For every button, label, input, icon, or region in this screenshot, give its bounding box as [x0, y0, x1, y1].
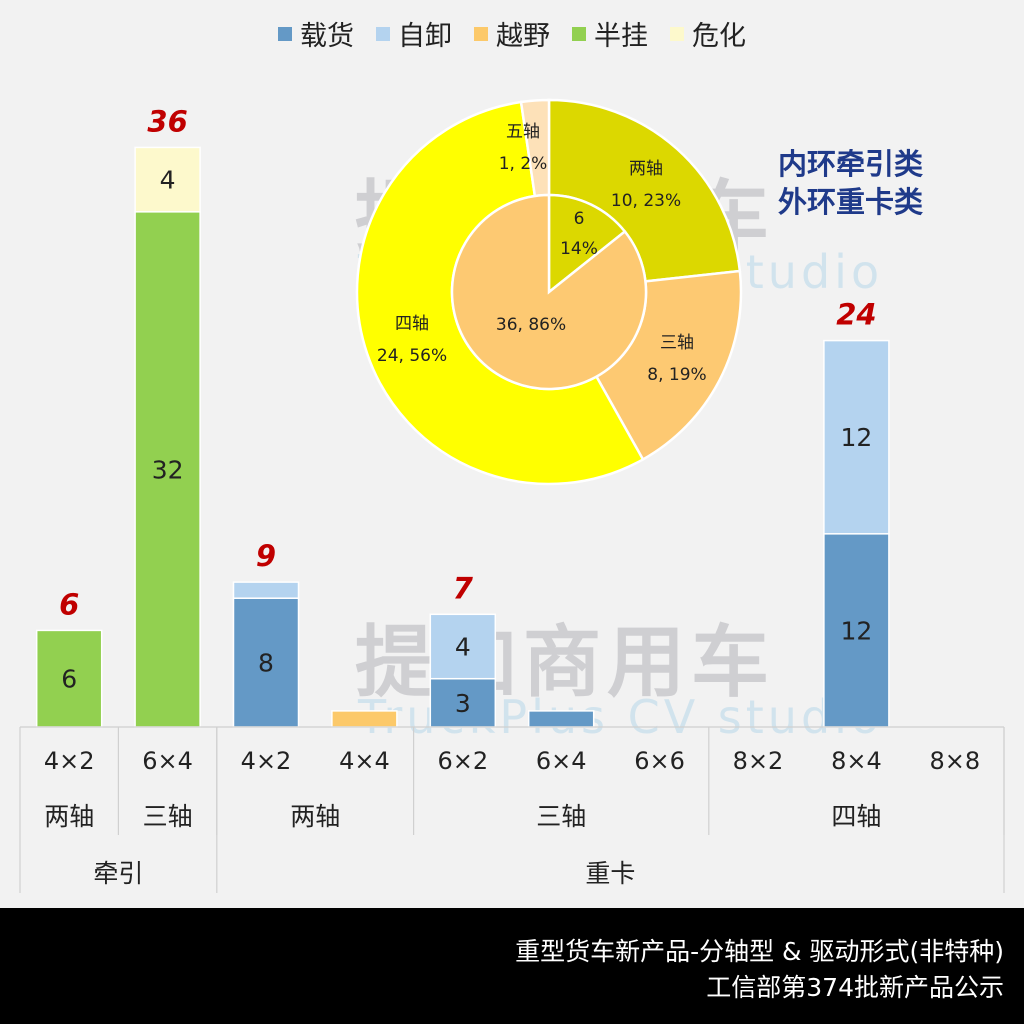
category-tick-label: 6×2 [437, 747, 488, 775]
legend-label: 载货 [300, 21, 354, 52]
bar-segment-半挂[interactable] [35, 629, 103, 728]
axle-group-label: 三轴 [143, 802, 193, 831]
bar-total-label: 6 [59, 587, 79, 621]
category-tick-label: 4×2 [241, 747, 292, 775]
slice-value-label: 1, 2% [499, 154, 548, 174]
legend: 载货 自卸 越野 半挂 危化 [0, 14, 1024, 53]
footer-subtitle: 工信部第374批新产品公示 [706, 973, 1004, 1002]
bar-series: 6 6 32 4 36 8 9 3 4 7 12 12 24 [35, 104, 890, 728]
category-tick-label: 4×2 [44, 747, 95, 775]
note-inner-ring: 内环牵引类 [778, 147, 924, 181]
category-tick-label: 6×4 [536, 747, 587, 775]
legend-swatch [572, 26, 586, 41]
legend-label: 危化 [692, 21, 746, 52]
legend-item-越野[interactable]: 越野 [474, 14, 550, 53]
bar-data-label: 4 [455, 633, 471, 662]
category-tick-label: 4×4 [339, 747, 390, 775]
type-group-label: 重卡 [585, 859, 635, 888]
bar-total-label: 7 [453, 571, 474, 605]
slice-value-label: 36, 86% [496, 315, 566, 335]
legend-label: 自卸 [398, 21, 452, 52]
category-tick-label: 8×4 [831, 747, 882, 775]
slice-label: 五轴 [506, 122, 540, 142]
bar-segment-自卸[interactable] [232, 581, 300, 599]
slice-pct-label: 14% [560, 239, 598, 259]
bar-data-label: 6 [61, 665, 77, 694]
inner-ring-slice[interactable] [450, 193, 648, 391]
footer-title: 重型货车新产品-分轴型 & 驱动形式(非特种) [515, 937, 1004, 966]
legend-swatch [376, 26, 390, 41]
slice-value-label: 10, 23% [611, 191, 681, 211]
inner-ring-slice[interactable] [547, 193, 627, 295]
category-tick-label: 8×8 [929, 747, 980, 775]
legend-item-载货[interactable]: 载货 [278, 14, 354, 53]
slice-value-label: 24, 56% [377, 346, 447, 366]
bar-segment-自卸[interactable] [823, 339, 890, 535]
watermark-text-2: 提加商用车 [355, 618, 776, 708]
bar-total-label: 9 [256, 539, 276, 573]
bar-data-label: 4 [160, 166, 176, 195]
legend-swatch [474, 26, 488, 41]
bar-segment-载货[interactable] [527, 710, 595, 728]
legend-item-自卸[interactable]: 自卸 [376, 14, 452, 53]
bar-total-label: 36 [147, 104, 187, 138]
ring-note: 内环牵引类 外环重卡类 [778, 145, 923, 221]
category-axis: 4×2 6×4 4×2 4×4 6×2 6×4 6×6 8×2 8×4 8×8 两轴 三轴 两轴 三轴 四轴… [19, 726, 1005, 893]
axle-group-label: 两轴 [290, 802, 340, 831]
axle-group-label: 三轴 [536, 802, 586, 831]
bar-data-label: 12 [840, 616, 872, 645]
slice-label: 两轴 [629, 159, 663, 179]
bar-data-label: 32 [152, 455, 184, 484]
slice-value-label: 8, 19% [647, 365, 706, 385]
bar-segment-危化[interactable] [134, 146, 201, 213]
bar-segment-自卸[interactable] [429, 613, 497, 680]
bar-data-label: 8 [258, 649, 274, 678]
legend-item-半挂[interactable]: 半挂 [572, 14, 648, 53]
bar-total-label: 24 [836, 298, 876, 332]
legend-label: 半挂 [594, 21, 648, 52]
slice-value-label: 6 [574, 209, 585, 229]
bar-segment-载货[interactable] [232, 597, 300, 728]
donut-chart: 两轴 10, 23% 三轴 8, 19% 四轴 24, 56% 五轴 1, 2% 6 14% 36,… [355, 98, 743, 486]
axle-group-label: 两轴 [44, 802, 94, 831]
category-tick-label: 6×6 [634, 747, 685, 775]
slice-label: 四轴 [395, 314, 429, 334]
category-tick-label: 6×4 [142, 747, 193, 775]
legend-label: 越野 [496, 21, 550, 52]
bar-data-label: 3 [455, 689, 471, 718]
bar-segment-半挂[interactable] [134, 211, 201, 728]
slice-label: 三轴 [660, 333, 694, 353]
legend-swatch [670, 26, 684, 41]
legend-swatch [278, 26, 292, 41]
note-outer-ring: 外环重卡类 [778, 185, 924, 219]
category-tick-label: 8×2 [733, 747, 784, 775]
bar-data-label: 12 [840, 423, 872, 452]
footer: 重型货车新产品-分轴型 & 驱动形式(非特种) 工信部第374批新产品公示 [0, 908, 1024, 1024]
type-group-label: 牵引 [93, 859, 143, 888]
axle-group-label: 四轴 [831, 802, 881, 831]
bar-segment-越野[interactable] [331, 710, 398, 728]
legend-item-危化[interactable]: 危化 [670, 14, 746, 53]
